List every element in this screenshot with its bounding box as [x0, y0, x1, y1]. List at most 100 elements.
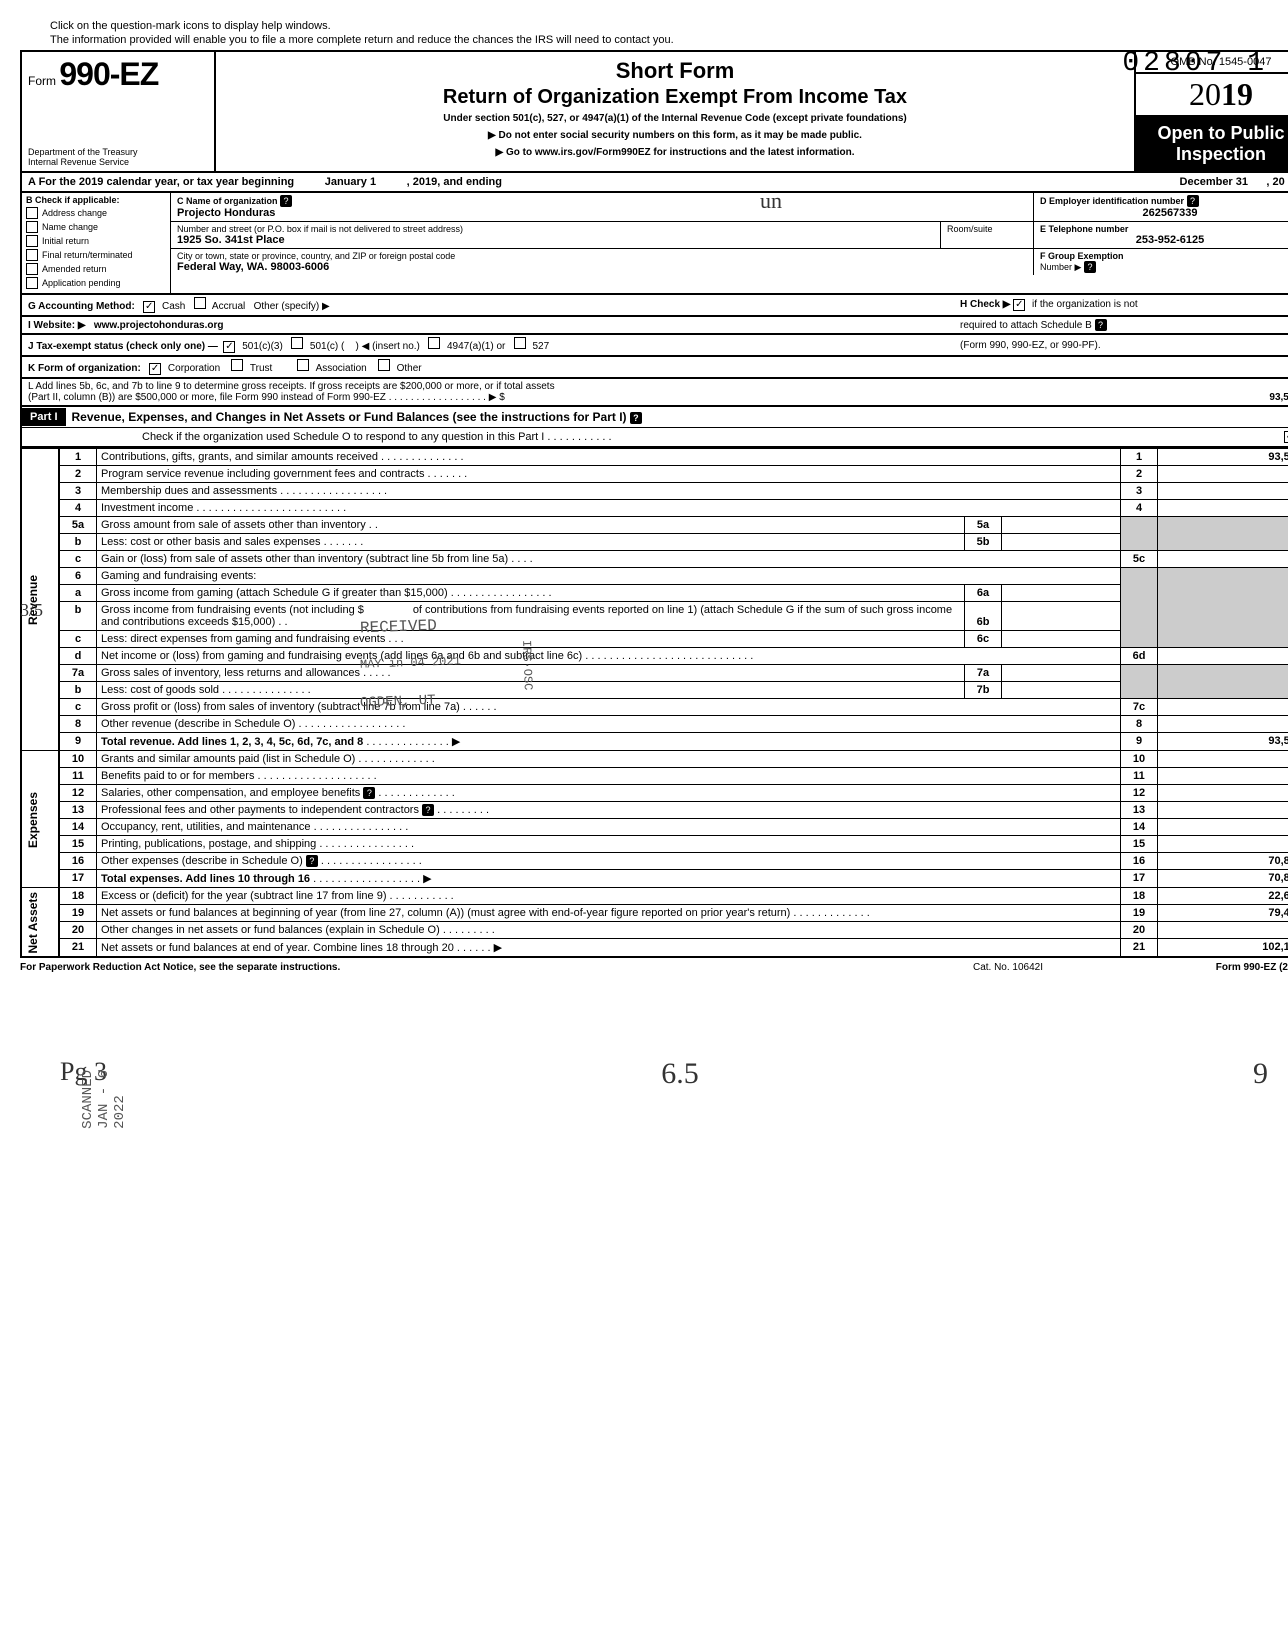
help-icon[interactable]: ? — [306, 855, 318, 867]
line-desc: Total expenses. Add lines 10 through 16 — [101, 873, 310, 885]
trust-label: Trust — [250, 363, 272, 374]
line-desc: Gross income from gaming (attach Schedul… — [101, 587, 448, 599]
line-desc: Other expenses (describe in Schedule O) — [101, 855, 303, 867]
line-rnum: 11 — [1121, 768, 1158, 785]
form-header: Form 990-EZ Department of the Treasury I… — [20, 50, 1288, 173]
line-num: c — [59, 631, 97, 648]
row-a-begin-val: January 1 — [325, 176, 376, 188]
line-9: 9 Total revenue. Add lines 1, 2, 3, 4, 5… — [21, 733, 1288, 751]
arrow: ▶ — [452, 736, 460, 748]
shaded-cell — [1121, 568, 1158, 648]
line-num: 4 — [59, 500, 97, 517]
line-num: 9 — [59, 733, 97, 751]
sub-val — [1002, 682, 1121, 699]
l-text2-span: (Part II, column (B)) are $500,000 or mo… — [28, 392, 386, 403]
check-final-return[interactable]: Final return/terminated — [26, 249, 166, 261]
line-rnum: 21 — [1121, 939, 1158, 958]
line-rnum: 20 — [1121, 922, 1158, 939]
check-label: Amended return — [42, 264, 107, 274]
group-label: F Group Exemption — [1040, 251, 1288, 261]
4947-label: 4947(a)(1) or — [447, 341, 505, 352]
help-icon[interactable]: ? — [422, 804, 434, 816]
tax-year: 2019 — [1136, 74, 1288, 117]
501c-checkbox[interactable] — [291, 337, 303, 349]
trust-checkbox[interactable] — [231, 359, 243, 371]
sched-o-checkbox[interactable]: ✓ — [1284, 431, 1288, 443]
bottom-handwriting: Pg 3 6.5 9 — [20, 1057, 1288, 1091]
arrow-line-2: ▶ Go to www.irs.gov/Form990EZ for instru… — [222, 147, 1128, 158]
phone-value: 253-952-6125 — [1040, 234, 1288, 246]
line-rval: 22,674 — [1158, 888, 1288, 905]
line-num: 3 — [59, 483, 97, 500]
line-desc: Gross profit or (loss) from sales of inv… — [101, 701, 460, 713]
line-7a: 7a Gross sales of inventory, less return… — [21, 665, 1288, 682]
form-page: Click on the question-mark icons to disp… — [20, 20, 1288, 1091]
check-initial-return[interactable]: Initial return — [26, 235, 166, 247]
line-num: 14 — [59, 819, 97, 836]
col-b-title: B Check if applicable: — [26, 195, 166, 205]
501c3-checkbox[interactable]: ✓ — [223, 341, 235, 353]
group-cell: F Group Exemption Number ▶ ? — [1034, 249, 1288, 275]
check-name-change[interactable]: Name change — [26, 221, 166, 233]
line-num: 2 — [59, 466, 97, 483]
sub-num: 6c — [965, 631, 1002, 648]
street-label: Number and street (or P.O. box if mail i… — [177, 224, 934, 234]
check-label: Address change — [42, 208, 107, 218]
help-icon[interactable]: ? — [363, 787, 375, 799]
help-icon[interactable]: ? — [1084, 261, 1096, 273]
row-l: L Add lines 5b, 6c, and 7b to line 9 to … — [20, 379, 1288, 407]
info-grid: B Check if applicable: Address change Na… — [20, 193, 1288, 295]
cash-checkbox[interactable]: ✓ — [143, 301, 155, 313]
line-rval: 93,551 — [1158, 733, 1288, 751]
line-2: 2 Program service revenue including gove… — [21, 466, 1288, 483]
arrow-line-1: ▶ Do not enter social security numbers o… — [222, 130, 1128, 141]
line-desc: Gross sales of inventory, less returns a… — [101, 667, 360, 679]
other-checkbox[interactable] — [378, 359, 390, 371]
part1-title-text: Revenue, Expenses, and Changes in Net As… — [72, 410, 627, 424]
check-sched-o: Check if the organization used Schedule … — [22, 427, 1288, 446]
line-desc: Excess or (deficit) for the year (subtra… — [101, 890, 387, 902]
check-application-pending[interactable]: Application pending — [26, 277, 166, 289]
accrual-checkbox[interactable] — [194, 297, 206, 309]
line-rval — [1158, 785, 1288, 802]
line-desc: Grants and similar amounts paid (list in… — [101, 753, 355, 765]
g-label: G Accounting Method: — [28, 301, 135, 312]
form-label: Form — [28, 74, 56, 88]
line-desc: Net assets or fund balances at end of ye… — [101, 942, 454, 954]
4947-checkbox[interactable] — [428, 337, 440, 349]
line-num: 8 — [59, 716, 97, 733]
h-checkbox[interactable]: ✓ — [1013, 299, 1025, 311]
org-name: Projecto Honduras — [177, 207, 1027, 219]
group-label-text: F Group Exemption — [1040, 251, 1124, 261]
phone-label: E Telephone number — [1040, 224, 1288, 234]
form-number-block: Form 990-EZ — [28, 56, 208, 93]
help-icon[interactable]: ? — [1187, 195, 1199, 207]
line-desc: Salaries, other compensation, and employ… — [101, 787, 360, 799]
addr-row: Number and street (or P.O. box if mail i… — [171, 222, 1288, 249]
line-num: 17 — [59, 870, 97, 888]
check-address-change[interactable]: Address change — [26, 207, 166, 219]
527-checkbox[interactable] — [514, 337, 526, 349]
help-icon[interactable]: ? — [630, 412, 642, 424]
corp-checkbox[interactable]: ✓ — [149, 363, 161, 375]
line-num: 13 — [59, 802, 97, 819]
line-16: 16 Other expenses (describe in Schedule … — [21, 853, 1288, 870]
assoc-checkbox[interactable] — [297, 359, 309, 371]
help-icon[interactable]: ? — [280, 195, 292, 207]
line-num: 15 — [59, 836, 97, 853]
line-5c: c Gain or (loss) from sale of assets oth… — [21, 551, 1288, 568]
row-a: A For the 2019 calendar year, or tax yea… — [20, 173, 1288, 193]
line-rval — [1158, 716, 1288, 733]
check-label: Name change — [42, 222, 98, 232]
line-5a: 5a Gross amount from sale of assets othe… — [21, 517, 1288, 534]
shaded-cell — [1158, 568, 1288, 648]
h-text: if the organization is not — [1032, 299, 1138, 310]
cash-label: Cash — [162, 301, 185, 312]
side-expenses: Expenses — [21, 751, 59, 888]
hand-init: un — [760, 188, 782, 214]
help-icon[interactable]: ? — [1095, 319, 1107, 331]
line-rnum: 1 — [1121, 449, 1158, 466]
lines-table: Revenue 1 Contributions, gifts, grants, … — [20, 448, 1288, 958]
line-desc: Net assets or fund balances at beginning… — [101, 907, 790, 919]
check-amended[interactable]: Amended return — [26, 263, 166, 275]
